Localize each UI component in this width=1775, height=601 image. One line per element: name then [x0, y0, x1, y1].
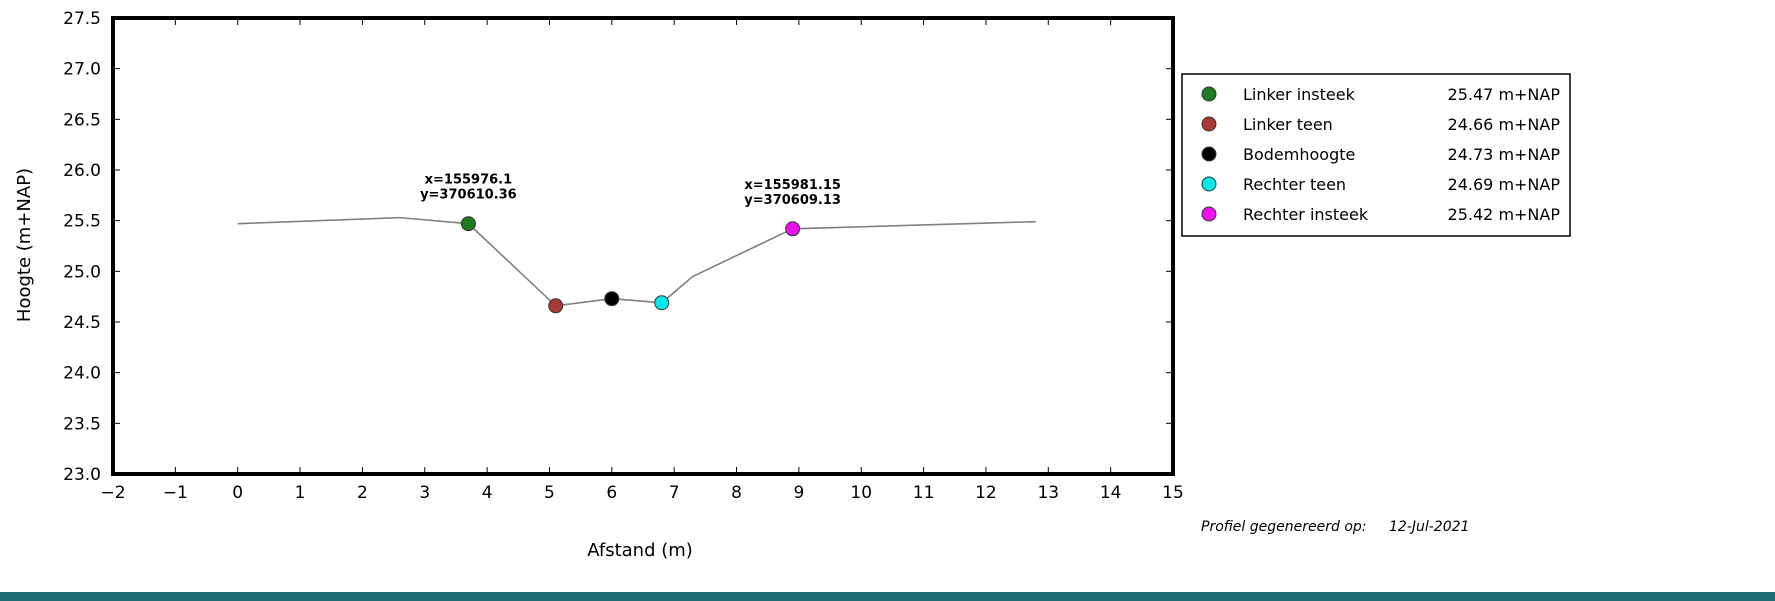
x-tick-label: 6 — [606, 483, 617, 503]
x-tick-label: 5 — [544, 483, 555, 503]
annotation-1-line: y=370610.36 — [420, 188, 517, 203]
y-tick-label: 27.0 — [63, 60, 101, 80]
axis-ticks: −2 −1 0 1 2 3 4 5 6 7 8 9 10 11 12 13 14 1523.023.524.024… — [63, 9, 1184, 503]
point-rechter-insteek — [785, 221, 801, 237]
x-tick-label: −2 — [100, 483, 125, 503]
legend-label-rechter-teen: Rechter teen — [1243, 175, 1346, 194]
x-tick-label: 8 — [731, 483, 742, 503]
generated-label: Profiel gegenereerd op: — [1201, 519, 1367, 535]
point-linker-insteek — [460, 216, 476, 232]
legend-label-rechter-insteek: Rechter insteek — [1243, 205, 1369, 224]
legend-marker-bodemhoogte — [1201, 146, 1217, 162]
x-tick-label: 7 — [669, 483, 680, 503]
x-tick-label: 12 — [975, 483, 997, 503]
x-tick-label: 9 — [793, 483, 804, 503]
y-tick-label: 23.5 — [63, 414, 101, 434]
legend-marker-rechter-insteek — [1201, 206, 1217, 222]
generated-date: 12-Jul-2021 — [1389, 519, 1469, 535]
legend-marker-rechter-teen — [1201, 176, 1217, 192]
point-bodemhoogte — [604, 291, 620, 307]
legend-label-bodemhoogte: Bodemhoogte — [1243, 145, 1355, 164]
plot-area — [111, 16, 1175, 476]
annotation-2-line: y=370609.13 — [744, 193, 841, 208]
y-tick-label: 24.5 — [63, 313, 101, 333]
x-tick-label: 10 — [850, 483, 872, 503]
annotation-1-line: x=155976.1 — [425, 173, 513, 188]
bottom-bar — [0, 592, 1775, 601]
legend-marker-linker-teen — [1201, 116, 1217, 132]
x-tick-label: 13 — [1037, 483, 1059, 503]
x-tick-label: 4 — [482, 483, 493, 503]
x-tick-label: −1 — [163, 483, 188, 503]
legend-marker-linker-insteek — [1201, 86, 1217, 102]
y-tick-label: 25.5 — [63, 212, 101, 232]
y-tick-label: 26.0 — [63, 161, 101, 181]
x-tick-label: 15 — [1162, 483, 1184, 503]
point-linker-teen — [548, 298, 564, 314]
coordinate-annotations: x=155976.1y=370610.36 x=155981.15y=370609… — [420, 173, 841, 208]
annotation-2-line: x=155981.15 — [744, 178, 841, 193]
legend-label-linker-teen: Linker teen — [1243, 115, 1333, 134]
legend-value-rechter-teen: 24.69 m+NAP — [1448, 175, 1561, 194]
x-tick-label: 2 — [357, 483, 368, 503]
legend-label-linker-insteek: Linker insteek — [1243, 85, 1356, 104]
legend-value-linker-insteek: 25.47 m+NAP — [1448, 85, 1561, 104]
y-axis-label: Hoogte (m+NAP) — [14, 168, 35, 322]
y-tick-label: 26.5 — [63, 110, 101, 130]
x-tick-label: 1 — [295, 483, 306, 503]
legend-box — [1181, 73, 1571, 237]
legend-value-rechter-insteek: 25.42 m+NAP — [1448, 205, 1561, 224]
y-tick-label: 27.5 — [63, 9, 101, 29]
x-tick-label: 14 — [1100, 483, 1122, 503]
x-tick-label: 11 — [913, 483, 935, 503]
axes-border — [111, 16, 1175, 476]
profile-line — [237, 216, 1036, 307]
y-tick-label: 25.0 — [63, 262, 101, 282]
x-tick-label: 0 — [232, 483, 243, 503]
point-rechter-teen — [654, 295, 670, 311]
y-tick-label: 23.0 — [63, 465, 101, 485]
legend-value-bodemhoogte: 24.73 m+NAP — [1448, 145, 1561, 164]
x-axis-label: Afstand (m) — [587, 540, 693, 561]
legend: Linker insteek 25.47 m+NAP Linker teen 24.6… — [1181, 73, 1571, 237]
x-tick-label: 3 — [419, 483, 430, 503]
legend-value-linker-teen: 24.66 m+NAP — [1448, 115, 1561, 134]
y-tick-label: 24.0 — [63, 364, 101, 384]
profile-series — [237, 216, 1036, 314]
